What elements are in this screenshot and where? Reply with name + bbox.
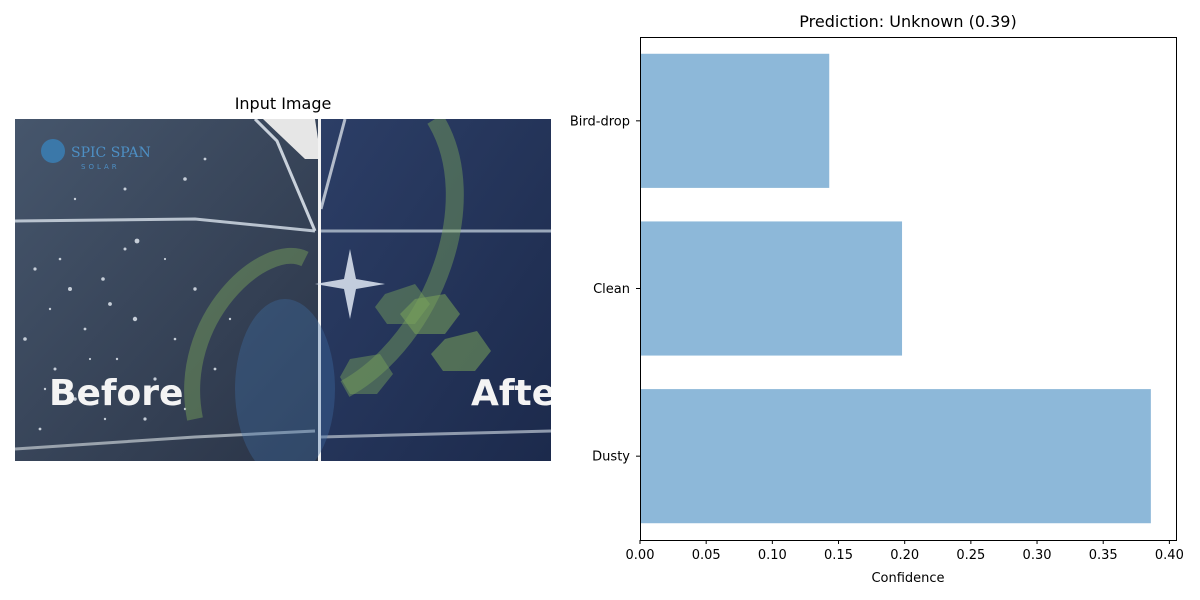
x-tick-label: 0.05 <box>692 548 721 563</box>
x-axis-ticks: 0.00 0.05 0.10 0.15 0.20 0.25 0.30 0.35 0.40 <box>626 540 1184 563</box>
y-tick-label: Dusty <box>592 450 630 465</box>
x-axis-label: Confidence <box>871 571 944 586</box>
input-image: SPIC SPAN SOLAR Before Afte <box>15 119 551 461</box>
input-image-title: Input Image <box>234 94 332 113</box>
x-tick-label: 0.10 <box>758 548 787 563</box>
x-tick-label: 0.35 <box>1089 548 1118 563</box>
y-tick-label: Bird-drop <box>570 114 630 129</box>
svg-text:SOLAR: SOLAR <box>81 163 120 171</box>
y-tick-label: Clean <box>593 282 630 297</box>
x-tick-label: 0.25 <box>956 548 985 563</box>
bar-clean <box>640 221 903 356</box>
solar-panel-photo: SPIC SPAN SOLAR Before Afte <box>15 119 551 461</box>
before-label: Before <box>49 373 183 414</box>
plot-frame <box>640 37 1177 541</box>
x-tick-label: 0.00 <box>626 548 655 563</box>
x-tick-label: 0.15 <box>824 548 853 563</box>
logo: SPIC SPAN SOLAR <box>41 139 151 171</box>
bar-bird-drop <box>640 53 830 188</box>
after-label: Afte <box>471 373 551 414</box>
x-tick-label: 0.30 <box>1023 548 1052 563</box>
chart-title: Prediction: Unknown (0.39) <box>799 12 1017 31</box>
svg-text:SPIC SPAN: SPIC SPAN <box>71 145 151 161</box>
x-tick-label: 0.20 <box>890 548 919 563</box>
bar-dusty <box>640 389 1151 524</box>
x-tick-label: 0.40 <box>1155 548 1184 563</box>
bars-group <box>640 53 1151 524</box>
y-axis-ticks: Dusty Clean Bird-drop <box>570 114 640 465</box>
